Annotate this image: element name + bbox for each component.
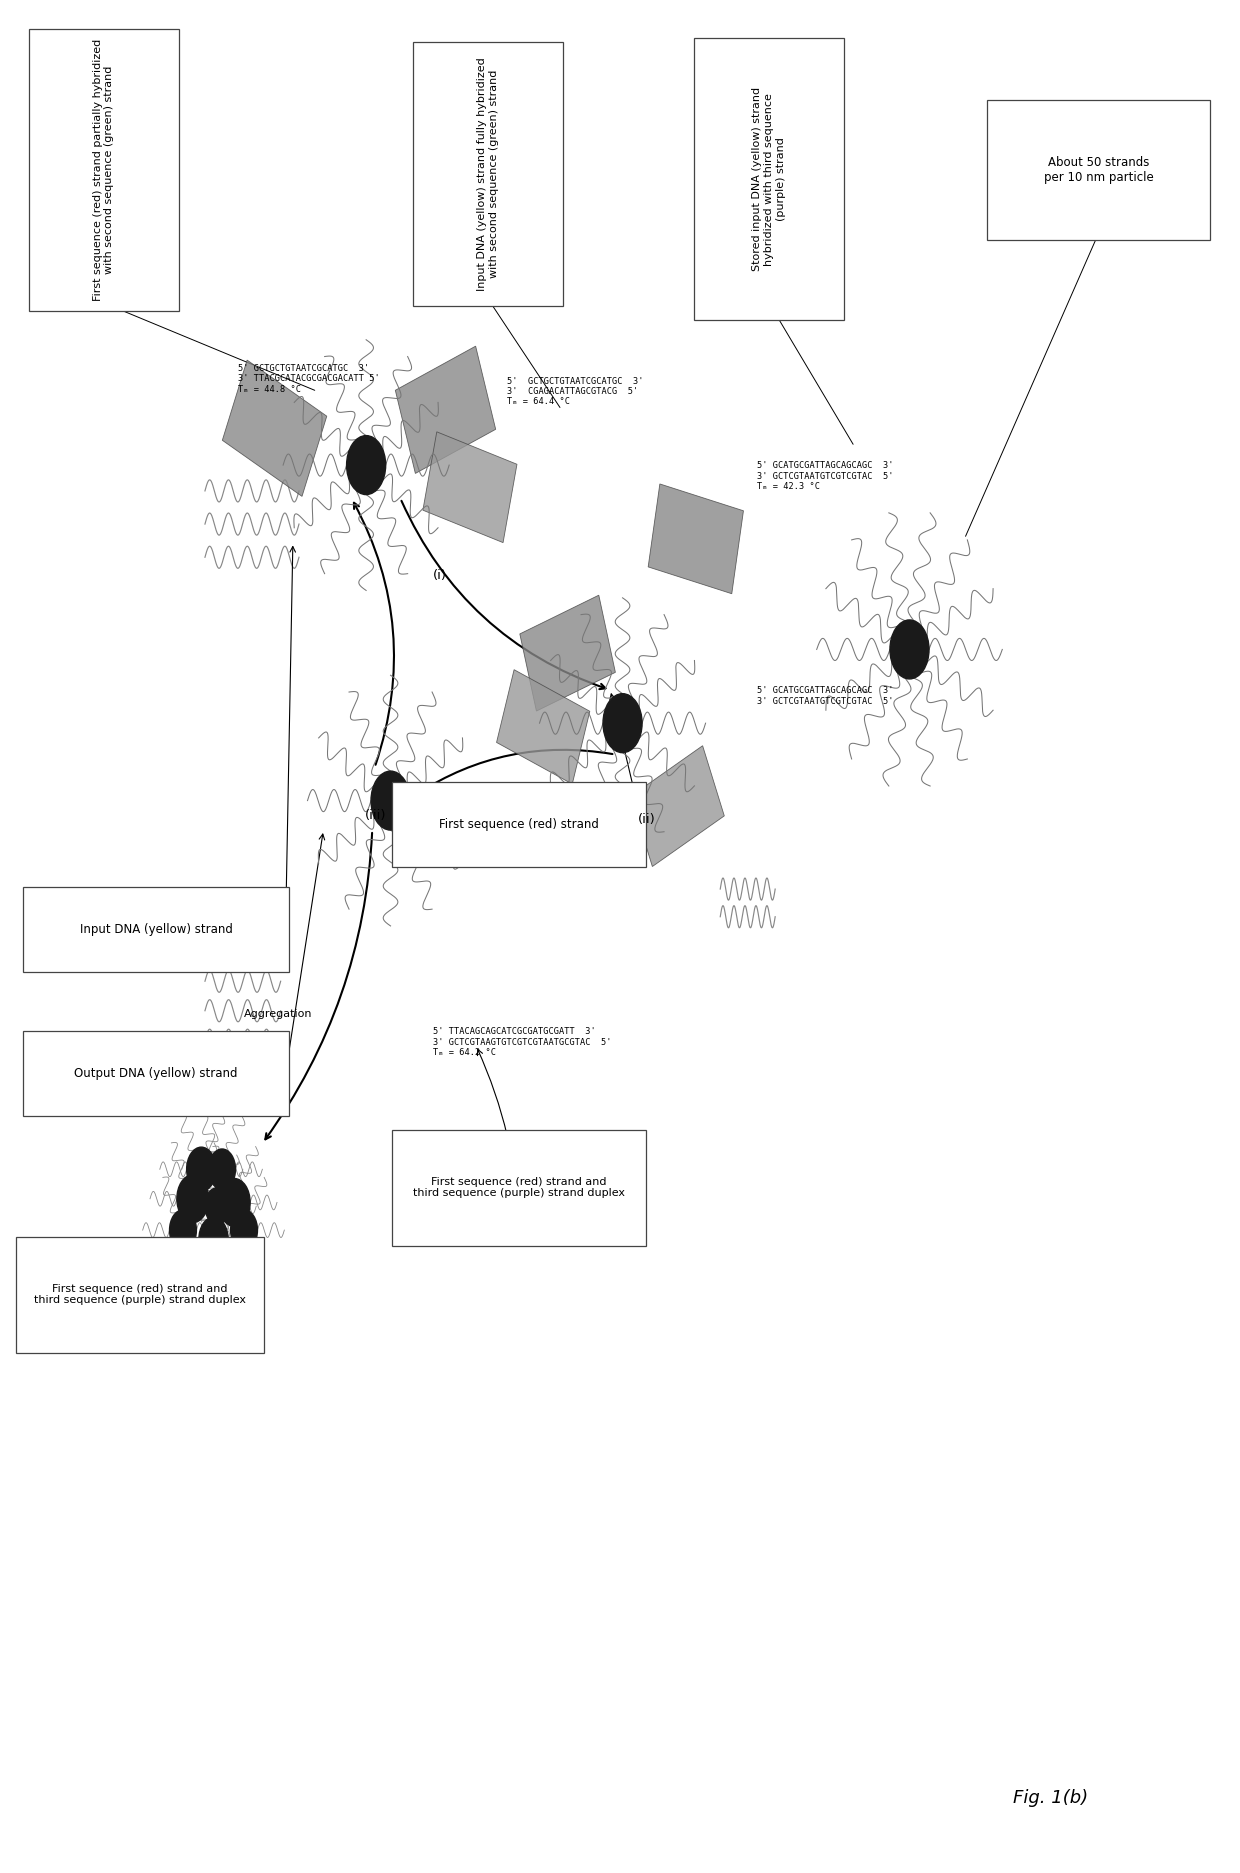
Text: About 50 strands
per 10 nm particle: About 50 strands per 10 nm particle	[1044, 155, 1153, 184]
Polygon shape	[222, 360, 327, 496]
Circle shape	[371, 772, 410, 830]
FancyBboxPatch shape	[413, 41, 563, 305]
Text: Aggregation: Aggregation	[244, 1010, 312, 1019]
Circle shape	[208, 1148, 236, 1189]
Polygon shape	[496, 671, 590, 785]
Circle shape	[890, 620, 929, 678]
Text: 5' GCATGCGATTAGCAGCAGC  3'
3' GCTCGTAATGTCGTCGTAC  5'
Tₘ = 42.3 °C: 5' GCATGCGATTAGCAGCAGC 3' 3' GCTCGTAATGT…	[756, 461, 893, 491]
Text: First sequence (red) strand partially hybridized
with second sequence (green) st: First sequence (red) strand partially hy…	[93, 39, 114, 302]
Text: First sequence (red) strand: First sequence (red) strand	[439, 819, 599, 832]
Text: (i): (i)	[433, 569, 446, 583]
Text: Stored input DNA (yellow) strand
hybridized with third sequence
(purple) strand: Stored input DNA (yellow) strand hybridi…	[753, 88, 786, 272]
FancyBboxPatch shape	[24, 888, 289, 972]
FancyBboxPatch shape	[24, 1030, 289, 1116]
Circle shape	[187, 1146, 216, 1191]
Circle shape	[170, 1210, 196, 1251]
FancyBboxPatch shape	[29, 30, 179, 311]
FancyBboxPatch shape	[392, 783, 646, 867]
Text: Fig. 1(b): Fig. 1(b)	[1013, 1789, 1089, 1807]
Polygon shape	[649, 483, 744, 594]
Text: 5' GCTGCTGTAATCGCATGC  3'
3' TTACGCATACGCGACGACATT 5'
Tₘ = 44.8 °C: 5' GCTGCTGTAATCGCATGC 3' 3' TTACGCATACGC…	[238, 363, 379, 393]
Circle shape	[205, 1187, 229, 1225]
Text: First sequence (red) strand and
third sequence (purple) strand duplex: First sequence (red) strand and third se…	[413, 1176, 625, 1199]
Polygon shape	[396, 347, 496, 474]
FancyBboxPatch shape	[16, 1236, 264, 1352]
Polygon shape	[423, 433, 517, 543]
Circle shape	[231, 1210, 258, 1251]
Circle shape	[603, 693, 642, 753]
Text: 5'  GCTGCTGTAATCGCATGC  3'
3'  CGAGACATTAGCGTACG  5'
Tₘ = 64.4 °C: 5' GCTGCTGTAATCGCATGC 3' 3' CGAGACATTAGC…	[507, 376, 644, 406]
FancyBboxPatch shape	[694, 37, 844, 320]
Polygon shape	[631, 745, 724, 867]
Text: 5' TTACAGCAGCATCGCGATGCGATT  3'
3' GCTCGTAAGTGTCGTCGTAATGCGTAC  5'
Tₘ = 64.2 °C: 5' TTACAGCAGCATCGCGATGCGATT 3' 3' GCTCGT…	[433, 1026, 611, 1056]
FancyBboxPatch shape	[987, 99, 1210, 240]
Text: Input DNA (yellow) strand: Input DNA (yellow) strand	[79, 923, 233, 936]
Text: (ii): (ii)	[639, 813, 656, 826]
FancyBboxPatch shape	[392, 1129, 646, 1246]
Text: First sequence (red) strand and
third sequence (purple) strand duplex: First sequence (red) strand and third se…	[35, 1283, 247, 1305]
Text: Output DNA (yellow) strand: Output DNA (yellow) strand	[74, 1068, 238, 1081]
Polygon shape	[520, 596, 615, 712]
Text: Input DNA (yellow) strand fully hybridized
with second sequence (green) strand: Input DNA (yellow) strand fully hybridiz…	[477, 56, 498, 290]
Circle shape	[218, 1178, 250, 1227]
Text: 5' GCATGCGATTAGCAGCAGC  3'
3' GCTCGTAATGTCGTCGTAC  5': 5' GCATGCGATTAGCAGCAGC 3' 3' GCTCGTAATGT…	[756, 686, 893, 706]
Circle shape	[177, 1174, 208, 1223]
Text: (iii): (iii)	[365, 809, 387, 822]
Circle shape	[347, 436, 386, 494]
Circle shape	[198, 1217, 228, 1261]
